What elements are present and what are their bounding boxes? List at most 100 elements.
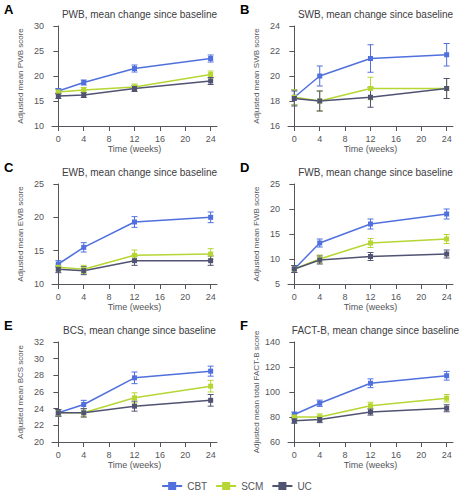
svg-text:20: 20 bbox=[34, 437, 44, 447]
svg-text:8: 8 bbox=[107, 292, 112, 302]
svg-text:22: 22 bbox=[270, 46, 280, 56]
svg-text:Adjusted mean total FACT-B sco: Adjusted mean total FACT-B score bbox=[252, 330, 261, 453]
svg-text:18: 18 bbox=[270, 96, 280, 106]
svg-text:E: E bbox=[4, 318, 13, 333]
svg-text:UC: UC bbox=[297, 481, 311, 492]
svg-text:12: 12 bbox=[365, 450, 375, 460]
svg-text:0: 0 bbox=[292, 450, 297, 460]
svg-text:25: 25 bbox=[34, 46, 44, 56]
svg-text:20: 20 bbox=[34, 212, 44, 222]
svg-text:25: 25 bbox=[270, 179, 280, 189]
svg-text:D: D bbox=[240, 160, 249, 175]
svg-text:0: 0 bbox=[56, 134, 61, 144]
svg-text:20: 20 bbox=[180, 134, 190, 144]
svg-text:12: 12 bbox=[365, 292, 375, 302]
svg-text:24: 24 bbox=[442, 450, 452, 460]
svg-text:15: 15 bbox=[34, 96, 44, 106]
svg-text:60: 60 bbox=[270, 437, 280, 447]
svg-text:16: 16 bbox=[155, 450, 165, 460]
svg-text:12: 12 bbox=[129, 134, 139, 144]
svg-text:Adjusted mean EWB score: Adjusted mean EWB score bbox=[16, 186, 25, 282]
svg-text:16: 16 bbox=[155, 292, 165, 302]
svg-text:16: 16 bbox=[270, 121, 280, 131]
svg-text:26: 26 bbox=[34, 387, 44, 397]
svg-text:Time (weeks): Time (weeks) bbox=[108, 460, 162, 470]
svg-text:0: 0 bbox=[56, 450, 61, 460]
svg-text:24: 24 bbox=[442, 292, 452, 302]
svg-text:12: 12 bbox=[129, 450, 139, 460]
svg-text:4: 4 bbox=[81, 134, 86, 144]
svg-text:8: 8 bbox=[343, 450, 348, 460]
svg-text:24: 24 bbox=[206, 292, 216, 302]
svg-text:80: 80 bbox=[270, 412, 280, 422]
svg-text:Time (weeks): Time (weeks) bbox=[344, 460, 398, 470]
svg-text:10: 10 bbox=[34, 279, 44, 289]
svg-text:16: 16 bbox=[391, 134, 401, 144]
svg-text:120: 120 bbox=[265, 362, 280, 372]
svg-text:25: 25 bbox=[34, 179, 44, 189]
svg-text:140: 140 bbox=[265, 337, 280, 347]
svg-text:4: 4 bbox=[317, 134, 322, 144]
svg-text:B: B bbox=[240, 2, 249, 17]
svg-text:8: 8 bbox=[343, 134, 348, 144]
svg-text:24: 24 bbox=[206, 134, 216, 144]
svg-text:0: 0 bbox=[292, 292, 297, 302]
svg-text:PWB, mean change since baselin: PWB, mean change since baseline bbox=[62, 9, 218, 20]
svg-text:Adjusted mean BCS score: Adjusted mean BCS score bbox=[16, 345, 25, 439]
svg-text:SWB, mean change since baselin: SWB, mean change since baseline bbox=[298, 9, 454, 20]
svg-text:10: 10 bbox=[270, 254, 280, 264]
svg-text:16: 16 bbox=[391, 292, 401, 302]
svg-text:C: C bbox=[4, 160, 14, 175]
svg-text:10: 10 bbox=[34, 121, 44, 131]
svg-text:16: 16 bbox=[391, 450, 401, 460]
svg-text:12: 12 bbox=[365, 134, 375, 144]
svg-text:24: 24 bbox=[442, 134, 452, 144]
svg-text:5: 5 bbox=[275, 279, 280, 289]
svg-text:Time (weeks): Time (weeks) bbox=[344, 144, 398, 154]
svg-text:20: 20 bbox=[34, 71, 44, 81]
svg-text:Time (weeks): Time (weeks) bbox=[108, 144, 162, 154]
svg-text:12: 12 bbox=[129, 292, 139, 302]
svg-text:EWB, mean change since baselin: EWB, mean change since baseline bbox=[62, 167, 218, 178]
svg-text:Adjusted mean FWB score: Adjusted mean FWB score bbox=[252, 186, 261, 282]
svg-text:0: 0 bbox=[292, 134, 297, 144]
svg-text:20: 20 bbox=[416, 450, 426, 460]
svg-text:15: 15 bbox=[34, 246, 44, 256]
svg-text:FWB, mean change since baselin: FWB, mean change since baseline bbox=[298, 167, 453, 178]
svg-text:24: 24 bbox=[270, 21, 280, 31]
svg-text:F: F bbox=[240, 318, 248, 333]
svg-text:0: 0 bbox=[56, 292, 61, 302]
svg-text:20: 20 bbox=[270, 71, 280, 81]
svg-text:22: 22 bbox=[34, 420, 44, 430]
svg-text:4: 4 bbox=[81, 450, 86, 460]
svg-text:4: 4 bbox=[317, 450, 322, 460]
svg-text:24: 24 bbox=[34, 404, 44, 414]
svg-text:28: 28 bbox=[34, 370, 44, 380]
svg-text:20: 20 bbox=[180, 450, 190, 460]
svg-text:CBT: CBT bbox=[187, 481, 207, 492]
svg-text:Time (weeks): Time (weeks) bbox=[108, 302, 162, 312]
svg-text:15: 15 bbox=[270, 229, 280, 239]
svg-text:8: 8 bbox=[343, 292, 348, 302]
svg-text:100: 100 bbox=[265, 387, 280, 397]
svg-text:4: 4 bbox=[81, 292, 86, 302]
svg-text:30: 30 bbox=[34, 354, 44, 364]
svg-text:SCM: SCM bbox=[241, 481, 263, 492]
svg-text:Adjusted mean SWB score: Adjusted mean SWB score bbox=[252, 28, 261, 124]
svg-text:30: 30 bbox=[34, 21, 44, 31]
svg-text:20: 20 bbox=[180, 292, 190, 302]
svg-text:BCS, mean change since baselin: BCS, mean change since baseline bbox=[63, 325, 216, 336]
svg-text:Time (weeks): Time (weeks) bbox=[344, 302, 398, 312]
svg-text:Adjusted mean PWB score: Adjusted mean PWB score bbox=[16, 28, 25, 124]
svg-text:20: 20 bbox=[416, 134, 426, 144]
svg-text:FACT-B, mean change since base: FACT-B, mean change since baseline bbox=[292, 325, 460, 336]
svg-text:8: 8 bbox=[107, 450, 112, 460]
svg-text:24: 24 bbox=[206, 450, 216, 460]
svg-text:32: 32 bbox=[34, 337, 44, 347]
svg-text:20: 20 bbox=[416, 292, 426, 302]
svg-text:A: A bbox=[4, 2, 14, 17]
svg-text:8: 8 bbox=[107, 134, 112, 144]
svg-text:4: 4 bbox=[317, 292, 322, 302]
svg-text:20: 20 bbox=[270, 204, 280, 214]
svg-text:16: 16 bbox=[155, 134, 165, 144]
